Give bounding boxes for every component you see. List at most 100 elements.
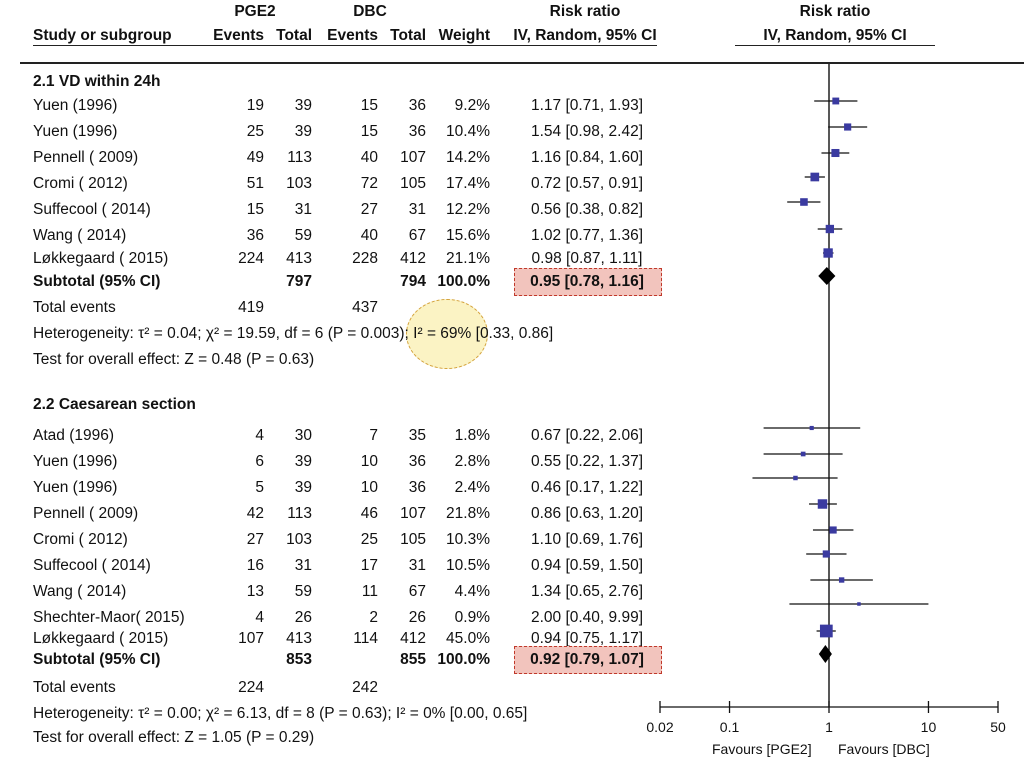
row-e1: 19 (246, 97, 264, 114)
header-rr-plot: Risk ratio (799, 3, 871, 20)
row-n1: 413 (286, 250, 312, 267)
row-n1: 113 (287, 149, 312, 166)
x-tick-label: 1 (825, 719, 833, 735)
row-study: Løkkegaard ( 2015) (33, 630, 169, 647)
row-e1: 15 (246, 201, 264, 218)
row-n2: 412 (400, 630, 426, 647)
header-underline-table (33, 45, 657, 46)
row-weight: 45.0% (446, 630, 490, 647)
row-n1: 26 (294, 609, 312, 626)
row-n1: 59 (294, 583, 312, 600)
study-marker (844, 123, 852, 131)
row-e1: 107 (238, 630, 264, 647)
overall-effect1: Test for overall effect: Z = 0.48 (P = 0… (33, 351, 315, 368)
row-weight: 21.1% (446, 250, 490, 267)
row-study: Atad (1996) (33, 427, 114, 444)
row-n1: 113 (287, 505, 312, 522)
study-marker (819, 624, 833, 638)
total-events1-label: Total events (33, 299, 116, 316)
row-n1: 31 (294, 557, 312, 574)
row-e2: 46 (360, 505, 378, 522)
header-rule (20, 62, 1024, 64)
row-n2: 107 (400, 505, 426, 522)
row-weight: 14.2% (446, 149, 490, 166)
row-n1: 39 (294, 123, 312, 140)
row-n1: 30 (294, 427, 312, 444)
row-weight: 10.3% (446, 531, 490, 548)
total-events2-label: Total events (33, 679, 116, 696)
pooled-diamond (818, 645, 832, 663)
row-ci-text: 0.55 [0.22, 1.37] (530, 453, 644, 470)
row-weight: 10.4% (446, 123, 490, 140)
row-e1: 6 (255, 453, 264, 470)
row-e2: 228 (352, 250, 378, 267)
row-weight: 10.5% (446, 557, 490, 574)
subtotal1-weight: 100.0% (437, 273, 490, 290)
row-n2: 31 (408, 557, 426, 574)
row-n2: 105 (400, 531, 426, 548)
heterogeneity1: Heterogeneity: τ² = 0.04; χ² = 19.59, df… (33, 325, 554, 342)
row-n1: 59 (294, 227, 312, 244)
study-marker (857, 602, 861, 606)
row-n1: 39 (294, 479, 312, 496)
pooled-diamond (818, 267, 836, 285)
row-weight: 4.4% (454, 583, 490, 600)
row-n2: 67 (408, 227, 426, 244)
row-study: Yuen (1996) (33, 97, 118, 114)
study-marker (831, 148, 840, 158)
row-e2: 17 (360, 557, 378, 574)
row-e1: 5 (255, 479, 264, 496)
row-e2: 40 (360, 227, 378, 244)
row-ci-text: 1.17 [0.71, 1.93] (530, 97, 644, 114)
x-tick-label: 0.02 (646, 719, 674, 735)
row-ci-text: 1.10 [0.69, 1.76] (530, 531, 644, 548)
study-marker (838, 577, 845, 583)
header-events1: Events (213, 27, 264, 44)
row-weight: 9.2% (454, 97, 490, 114)
row-ci-text: 1.02 [0.77, 1.36] (530, 227, 644, 244)
row-study: Wang ( 2014) (33, 583, 127, 600)
row-study: Suffecool ( 2014) (33, 201, 151, 218)
subtotal1-total2: 794 (400, 273, 426, 290)
row-n1: 103 (286, 175, 312, 192)
row-ci-text: 0.98 [0.87, 1.11] (531, 250, 643, 267)
study-marker (800, 451, 806, 457)
subtotal2-weight: 100.0% (437, 651, 490, 668)
row-e2: 114 (353, 630, 378, 647)
section1-title: 2.1 VD within 24h (33, 73, 161, 90)
row-study: Shechter-Maor( 2015) (33, 609, 185, 626)
subtotal2-rr: 0.92 [0.79, 1.07] (530, 651, 644, 668)
row-e2: 72 (360, 175, 378, 192)
row-ci-text: 2.00 [0.40, 9.99] (530, 609, 644, 626)
row-n1: 413 (286, 630, 312, 647)
row-study: Cromi ( 2012) (33, 531, 128, 548)
subtotal1-highlight (514, 268, 662, 296)
row-e1: 16 (246, 557, 264, 574)
header-underline-plot (735, 45, 935, 46)
row-e1: 27 (246, 531, 264, 548)
row-n2: 35 (408, 427, 426, 444)
row-ci-text: 0.86 [0.63, 1.20] (530, 505, 644, 522)
row-n2: 67 (408, 583, 426, 600)
row-weight: 2.4% (454, 479, 490, 496)
row-weight: 15.6% (446, 227, 490, 244)
row-ci-text: 0.67 [0.22, 2.06] (530, 427, 644, 444)
row-e1: 4 (255, 427, 264, 444)
row-weight: 2.8% (454, 453, 490, 470)
header-events2: Events (327, 27, 378, 44)
row-ci-text: 0.56 [0.38, 0.82] (530, 201, 644, 218)
header-total2: Total (390, 27, 426, 44)
row-weight: 21.8% (446, 505, 490, 522)
row-e1: 224 (238, 250, 264, 267)
row-weight: 0.9% (454, 609, 490, 626)
row-ci-text: 0.94 [0.59, 1.50] (530, 557, 644, 574)
study-marker (817, 499, 828, 509)
row-n2: 26 (408, 609, 426, 626)
row-e1: 51 (246, 175, 264, 192)
header-group1: PGE2 (234, 3, 276, 20)
row-e2: 10 (360, 479, 378, 496)
row-n2: 105 (400, 175, 426, 192)
total-events1-e1: 419 (238, 299, 264, 316)
x-tick-label: 10 (920, 719, 937, 735)
row-e1: 25 (246, 123, 264, 140)
